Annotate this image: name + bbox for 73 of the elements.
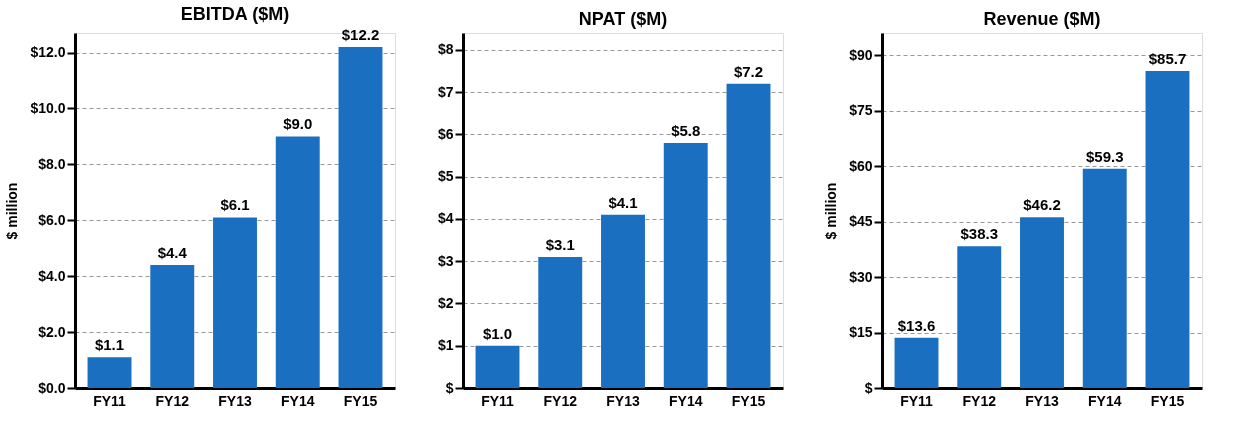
y-tick-label: $60	[849, 157, 873, 174]
y-tick-label: $10.0	[30, 99, 66, 116]
x-tick-label: FY14	[1088, 392, 1122, 409]
bar	[663, 142, 708, 388]
data-label: $5.8	[671, 121, 701, 139]
y-tick-label: $90	[849, 46, 873, 63]
chart-title: Revenue ($M)	[983, 9, 1101, 29]
x-tick-label: FY13	[1025, 392, 1059, 409]
y-tick-label: $8.0	[38, 155, 66, 172]
bar	[538, 256, 583, 388]
bar	[601, 214, 645, 388]
y-tick-label: $15	[849, 324, 873, 341]
bar	[726, 83, 771, 388]
data-label: $4.1	[608, 193, 638, 211]
data-label: $12.2	[341, 25, 380, 43]
bar	[957, 246, 1002, 388]
y-tick-label: $2	[437, 294, 454, 311]
bar	[475, 345, 520, 388]
x-tick-label: FY15	[343, 392, 378, 409]
x-tick-label: FY13	[606, 392, 640, 409]
x-tick-label: FY11	[93, 392, 127, 409]
x-tick-label: FY12	[543, 392, 578, 409]
data-label: $7.2	[733, 62, 764, 80]
bar	[1082, 168, 1127, 388]
data-label: $4.4	[157, 244, 188, 262]
bar	[1145, 71, 1190, 388]
x-tick-label: FY15	[731, 392, 766, 409]
y-tick-label: $4	[437, 210, 454, 227]
x-tick-label: FY12	[962, 392, 997, 409]
x-tick-label: FY12	[155, 392, 190, 409]
bar	[87, 357, 132, 388]
x-tick-label: FY11	[481, 392, 515, 409]
data-label: $1.1	[94, 336, 125, 354]
y-tick-label: $8	[437, 41, 454, 58]
bar	[894, 337, 939, 388]
y-tick-label: $1	[437, 337, 454, 354]
data-label: $3.1	[545, 235, 575, 253]
data-label: $13.6	[897, 316, 936, 334]
x-tick-label: FY14	[281, 392, 315, 409]
data-label: $38.3	[960, 225, 999, 243]
y-tick-label: $12.0	[30, 44, 66, 61]
y-tick-label: $6	[437, 125, 454, 142]
bar	[150, 265, 195, 388]
y-axis-title: $ million	[823, 182, 840, 240]
y-tick-label: $30	[849, 268, 873, 285]
bar	[338, 46, 383, 388]
y-tick-label: $2.0	[38, 323, 66, 340]
data-label: $85.7	[1148, 50, 1187, 68]
bar	[1020, 217, 1064, 388]
y-axis-title: $ million	[4, 182, 21, 240]
y-tick-label: $0.0	[38, 379, 66, 396]
bar	[213, 217, 257, 388]
y-tick-label: $45	[849, 213, 873, 230]
y-tick-label: $5	[437, 168, 454, 185]
y-tick-label: $4.0	[38, 267, 66, 284]
x-tick-label: FY13	[218, 392, 252, 409]
x-tick-label: FY11	[900, 392, 934, 409]
y-tick-label: $75	[849, 102, 873, 119]
x-tick-label: FY15	[1150, 392, 1185, 409]
bar	[275, 136, 320, 388]
y-tick-label: $	[864, 379, 873, 396]
y-tick-label: $	[445, 379, 454, 396]
data-label: $6.1	[220, 196, 250, 214]
data-label: $59.3	[1085, 147, 1124, 165]
chart-title: EBITDA ($M)	[180, 3, 290, 24]
x-tick-label: FY14	[669, 392, 703, 409]
y-tick-label: $7	[437, 83, 454, 100]
data-label: $46.2	[1023, 196, 1061, 214]
y-tick-label: $6.0	[38, 211, 66, 228]
chart-title: NPAT ($M)	[578, 9, 668, 29]
data-label: $1.0	[482, 324, 513, 342]
data-label: $9.0	[283, 115, 313, 133]
y-tick-label: $3	[437, 252, 454, 269]
